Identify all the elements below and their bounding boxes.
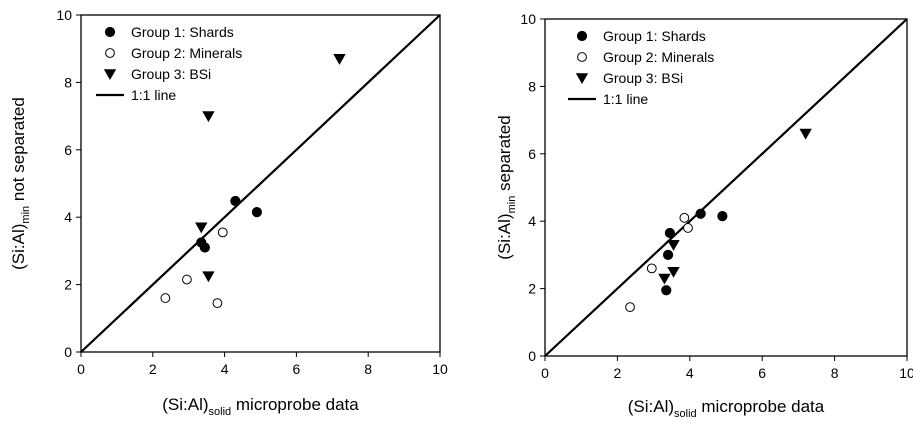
data-point-open-circle xyxy=(625,302,635,313)
y-tick-label: 4 xyxy=(528,213,536,229)
y-axis-label-main: (Si:Al) xyxy=(9,224,28,270)
x-tick-label: 2 xyxy=(149,361,157,377)
data-point-open-circle xyxy=(212,298,223,309)
legend-marker-filled-circle xyxy=(576,30,588,42)
data-point-filled-triangle-down xyxy=(202,271,215,283)
data-point-filled-triangle-down xyxy=(658,273,671,285)
data-point-open-circle xyxy=(683,223,693,233)
y-tick-label: 0 xyxy=(528,348,536,364)
one-to-one-line xyxy=(544,18,908,357)
x-tick-label: 4 xyxy=(221,361,229,377)
y-tick-label: 6 xyxy=(528,146,536,162)
plot-frame xyxy=(80,14,441,353)
legend-marker-open-circle xyxy=(105,48,115,58)
data-point-filled-triangle-down xyxy=(667,266,680,278)
x-tick-label: 8 xyxy=(831,365,839,381)
data-point-filled-circle xyxy=(664,227,675,239)
y-axis-label-main: (Si:Al) xyxy=(495,213,514,259)
x-tick-label: 4 xyxy=(686,365,694,381)
x-tick-label: 0 xyxy=(541,365,549,381)
one-to-one-line xyxy=(80,14,441,353)
x-tick-label: 0 xyxy=(77,361,85,377)
legend-marker-filled-triangle-down xyxy=(575,73,589,85)
data-point-filled-circle xyxy=(717,211,728,222)
x-tick-label: 8 xyxy=(364,361,372,377)
x-axis-label-subscript: solid xyxy=(209,406,232,418)
data-point-filled-circle xyxy=(661,285,672,296)
y-tick-label: 0 xyxy=(64,344,72,360)
x-axis-label-rest: microprobe data xyxy=(697,397,825,416)
y-tick-label: 10 xyxy=(56,7,72,23)
y-tick-label: 8 xyxy=(528,78,536,94)
x-tick-label: 10 xyxy=(432,361,448,377)
data-point-filled-circle xyxy=(251,207,263,218)
data-point-filled-triangle-down xyxy=(333,54,346,65)
x-axis-label-main: (Si:Al) xyxy=(162,395,208,414)
data-point-open-circle xyxy=(160,293,171,303)
data-point-open-circle xyxy=(182,274,192,285)
data-point-filled-circle xyxy=(199,242,210,253)
y-axis-label: (Si:Al)min not separated xyxy=(9,97,32,270)
x-axis-label: (Si:Al)solid microprobe data xyxy=(628,397,825,420)
x-axis-label: (Si:Al)solid microprobe data xyxy=(162,395,359,418)
y-tick-label: 4 xyxy=(64,209,72,225)
legend-marker-filled-circle xyxy=(104,26,116,38)
plot-frame xyxy=(544,18,908,357)
data-point-open-circle xyxy=(217,227,228,238)
x-tick-label: 6 xyxy=(293,361,301,377)
y-tick-label: 6 xyxy=(64,142,72,158)
y-tick-label: 8 xyxy=(64,74,72,90)
legend-label: Group 3: BSi xyxy=(131,66,211,82)
legend-marker-open-circle xyxy=(577,52,587,62)
x-tick-label: 10 xyxy=(899,365,913,381)
data-point-open-circle xyxy=(646,263,657,274)
x-axis-label-subscript: solid xyxy=(674,408,697,420)
x-tick-label: 2 xyxy=(614,365,622,381)
y-axis-label-subscript: min xyxy=(506,196,518,214)
data-point-filled-circle xyxy=(662,249,674,260)
x-axis-label-main: (Si:Al) xyxy=(628,397,674,416)
y-axis-label-subscript: min xyxy=(20,206,32,224)
y-tick-label: 2 xyxy=(64,277,72,293)
y-axis-label-rest: not separated xyxy=(9,97,28,206)
data-point-open-circle xyxy=(679,212,690,223)
y-axis-label-rest: separated xyxy=(495,115,514,195)
x-axis-label-rest: microprobe data xyxy=(231,395,359,414)
legend-label: 1:1 line xyxy=(603,91,648,107)
data-point-filled-triangle-down xyxy=(202,111,215,123)
data-point-filled-triangle-down xyxy=(667,239,680,251)
legend-label: Group 3: BSi xyxy=(603,70,683,86)
legend: Group 1: Shards Group 2: Minerals Group 3:… xyxy=(568,28,714,107)
y-tick-label: 2 xyxy=(528,281,536,297)
legend-label: Group 1: Shards xyxy=(131,24,234,40)
x-tick-label: 6 xyxy=(758,365,766,381)
legend: Group 1: Shards Group 2: Minerals Group 3:… xyxy=(96,24,242,103)
data-point-filled-circle xyxy=(230,195,241,207)
data-point-filled-triangle-down xyxy=(195,222,208,234)
legend-label: 1:1 line xyxy=(131,87,176,103)
data-point-filled-triangle-down xyxy=(799,128,812,140)
legend-label: Group 1: Shards xyxy=(603,28,706,44)
y-tick-label: 10 xyxy=(520,11,536,27)
legend-marker-filled-triangle-down xyxy=(103,69,117,81)
legend-label: Group 2: Minerals xyxy=(603,49,714,65)
y-axis-label: (Si:Al)min separated xyxy=(495,115,518,259)
legend-label: Group 2: Minerals xyxy=(131,45,242,61)
data-point-filled-circle xyxy=(695,208,706,219)
